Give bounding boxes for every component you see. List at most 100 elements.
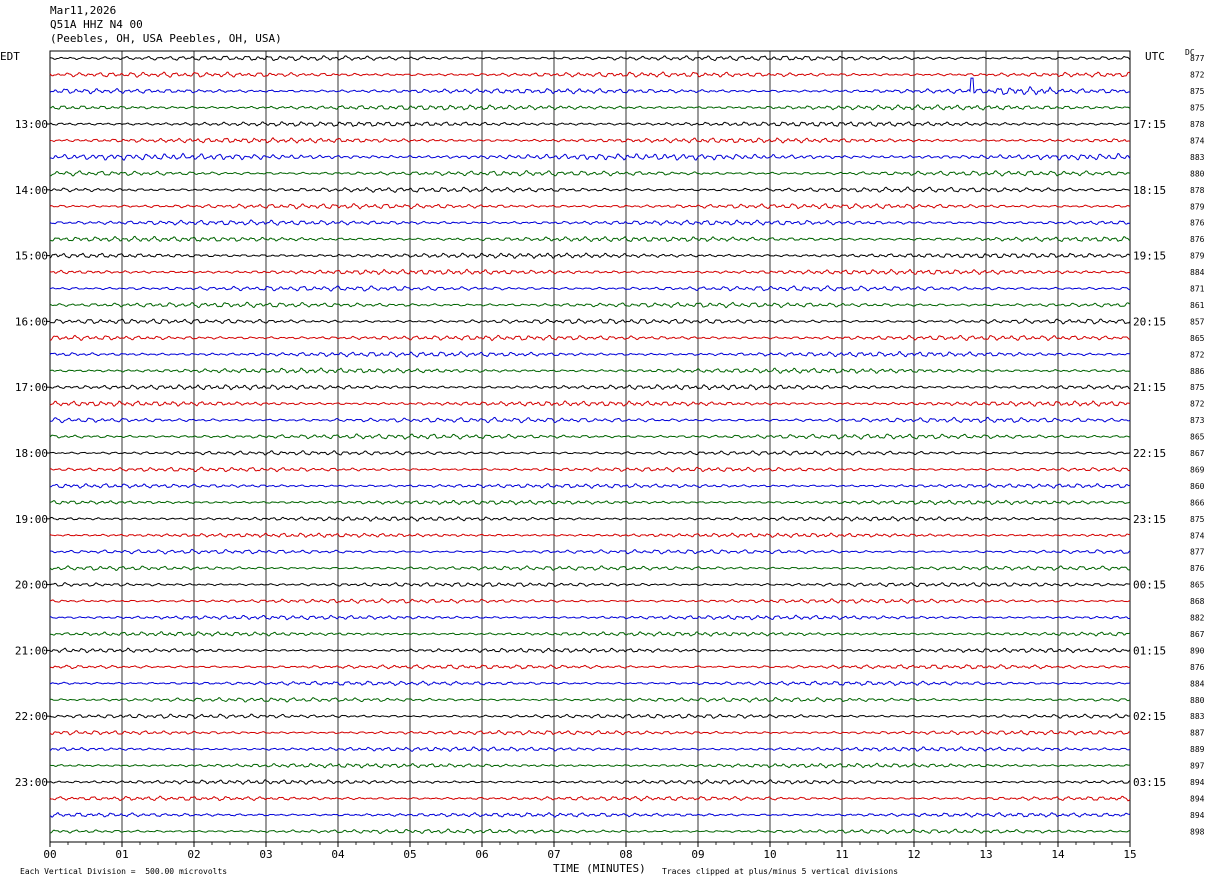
- dc-offset-label: 876: [1190, 235, 1205, 244]
- dc-offset-label: 894: [1190, 794, 1205, 803]
- seismic-trace: [49, 565, 1131, 572]
- left-hour-label: 19:00: [15, 513, 48, 526]
- dc-offset-label: 880: [1190, 696, 1205, 705]
- seismic-trace: [49, 696, 1131, 703]
- seismic-trace: [49, 170, 1131, 177]
- right-hour-label: 03:15: [1133, 776, 1166, 789]
- dc-offset-label: 874: [1190, 531, 1205, 540]
- seismic-trace: [49, 252, 1131, 260]
- dc-offset-label: 889: [1190, 745, 1205, 754]
- dc-offset-label: 868: [1190, 597, 1205, 606]
- seismic-trace: [49, 416, 1131, 424]
- seismic-trace: [49, 137, 1131, 144]
- station-location: (Peebles, OH, USA Peebles, OH, USA): [50, 32, 282, 45]
- left-hour-label: 21:00: [15, 644, 48, 657]
- dc-offset-label: 876: [1190, 663, 1205, 672]
- left-hour-label: 15:00: [15, 250, 48, 263]
- seismic-trace: [49, 548, 1131, 555]
- left-hour-label: 17:00: [15, 381, 48, 394]
- x-tick-label: 09: [691, 848, 704, 861]
- left-hour-label: 20:00: [15, 579, 48, 592]
- clip-note: Traces clipped at plus/minus 5 vertical …: [662, 867, 899, 876]
- dc-offset-label: 890: [1190, 646, 1205, 655]
- seismic-trace: [49, 779, 1131, 786]
- plot-date: Mar11,2026: [50, 4, 117, 17]
- seismic-trace: [49, 334, 1131, 342]
- plot-frame: [49, 50, 1131, 843]
- x-tick-label: 07: [547, 848, 560, 861]
- right-hour-label: 02:15: [1133, 710, 1166, 723]
- seismic-trace: [49, 532, 1131, 539]
- seismic-trace: [49, 812, 1131, 818]
- dc-offset-label: 894: [1190, 811, 1205, 820]
- seismic-trace: [49, 351, 1131, 358]
- seismic-trace: [49, 104, 1131, 111]
- seismic-trace: [49, 235, 1131, 243]
- dc-offset-label: 865: [1190, 433, 1205, 442]
- dc-offset-label: 897: [1190, 762, 1205, 771]
- right-hour-label: 18:15: [1133, 184, 1166, 197]
- seismic-trace: [49, 301, 1131, 309]
- seismic-trace: [49, 516, 1131, 522]
- seismic-trace: [49, 55, 1131, 62]
- x-tick-label: 12: [907, 848, 920, 861]
- seismic-trace: [49, 631, 1131, 637]
- seismic-trace: [49, 285, 1131, 292]
- right-hour-label: 17:15: [1133, 118, 1166, 131]
- right-axis-title: UTC: [1145, 50, 1165, 63]
- dc-offset-label: 872: [1190, 350, 1205, 359]
- dc-offset-label: 872: [1190, 400, 1205, 409]
- dc-offset-label: 865: [1190, 581, 1205, 590]
- dc-offset-label: 894: [1190, 778, 1205, 787]
- dc-offset-label: 883: [1190, 153, 1205, 162]
- seismic-trace: [49, 121, 1131, 127]
- seismic-trace: [49, 795, 1131, 802]
- x-tick-label: 13: [979, 848, 992, 861]
- right-hour-label: 00:15: [1133, 579, 1166, 592]
- dc-offset-label: 873: [1190, 416, 1205, 425]
- scale-note: Each Vertical Division = 500.00 microvol…: [20, 867, 228, 876]
- seismic-trace: [49, 202, 1131, 210]
- dc-offset-label: 867: [1190, 630, 1205, 639]
- dc-offset-label: 886: [1190, 367, 1205, 376]
- dc-offset-label: 884: [1190, 268, 1205, 277]
- left-hour-label: 23:00: [15, 776, 48, 789]
- seismic-trace: [49, 597, 1131, 604]
- seismic-trace: [49, 664, 1131, 670]
- seismic-trace: [49, 680, 1131, 687]
- x-tick-label: 08: [619, 848, 632, 861]
- dc-offset-label: 887: [1190, 729, 1205, 738]
- x-axis-label: TIME (MINUTES): [553, 862, 646, 875]
- dc-offset-label: 876: [1190, 219, 1205, 228]
- seismic-trace: [49, 713, 1131, 719]
- x-tick-label: 06: [475, 848, 488, 861]
- left-hour-label: 14:00: [15, 184, 48, 197]
- dc-offset-label: 857: [1190, 317, 1205, 326]
- right-hour-label: 21:15: [1133, 381, 1166, 394]
- seismic-trace: [49, 268, 1131, 276]
- dc-offset-label: 877: [1190, 548, 1205, 557]
- seismic-trace: [49, 614, 1131, 621]
- x-tick-label: 02: [187, 848, 200, 861]
- x-tick-label: 14: [1051, 848, 1065, 861]
- right-hour-label: 23:15: [1133, 513, 1166, 526]
- dc-offset-label: 882: [1190, 614, 1205, 623]
- seismic-trace: [49, 77, 1131, 96]
- seismic-trace: [49, 400, 1131, 407]
- seismic-trace: [49, 71, 1131, 78]
- right-hour-label: 01:15: [1133, 644, 1166, 657]
- seismic-trace: [49, 762, 1131, 769]
- dc-offset-label: 876: [1190, 564, 1205, 573]
- seismic-trace: [49, 384, 1131, 391]
- right-hour-label: 20:15: [1133, 315, 1166, 328]
- x-tick-label: 11: [835, 848, 848, 861]
- dc-offset-label: 878: [1190, 120, 1205, 129]
- dc-offset-label: 866: [1190, 498, 1205, 507]
- dc-offset-label: 871: [1190, 285, 1205, 294]
- dc-offset-label: 860: [1190, 482, 1205, 491]
- left-hour-label: 13:00: [15, 118, 48, 131]
- dc-offset-label: 865: [1190, 334, 1205, 343]
- seismic-trace: [49, 219, 1131, 226]
- dc-offset-label: 875: [1190, 383, 1205, 392]
